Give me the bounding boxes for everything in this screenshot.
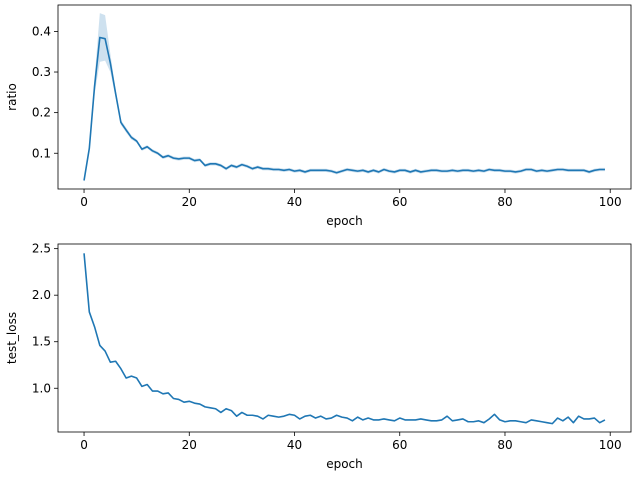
ratio-y-axis-label: ratio bbox=[5, 83, 19, 111]
test-loss-x-axis-label: epoch bbox=[326, 457, 363, 471]
test-loss-plot-frame bbox=[57, 243, 632, 433]
ratio-x-ticks: 0 20 40 60 80 100 bbox=[80, 189, 622, 209]
ratio-y-ticks: 0.1 0.2 0.3 0.4 bbox=[32, 24, 58, 160]
test-loss-y-tick-label: 2.0 bbox=[32, 288, 51, 302]
test-loss-x-tick-label: 80 bbox=[497, 438, 512, 452]
test-loss-y-ticks: 1.0 1.5 2.0 2.5 bbox=[32, 242, 58, 395]
ratio-x-tick-label: 80 bbox=[497, 195, 512, 209]
ratio-y-tick-label: 0.3 bbox=[32, 65, 51, 79]
ratio-plot-frame bbox=[57, 4, 632, 190]
ratio-x-tick-label: 20 bbox=[182, 195, 197, 209]
ratio-x-tick-label: 100 bbox=[599, 195, 622, 209]
ratio-y-tick-label: 0.4 bbox=[32, 24, 51, 38]
test-loss-x-tick-label: 60 bbox=[392, 438, 407, 452]
test-loss-plot: 0 20 40 60 80 100 1.0 1.5 2.0 2.5 epoch test_los… bbox=[5, 242, 632, 471]
ratio-y-tick-label: 0.1 bbox=[32, 146, 51, 160]
ratio-line-layer bbox=[83, 36, 605, 181]
test-loss-y-tick-label: 1.5 bbox=[32, 335, 51, 349]
test-loss-x-tick-label: 100 bbox=[599, 438, 622, 452]
ratio-x-tick-label: 0 bbox=[80, 195, 88, 209]
test-loss-x-tick-label: 40 bbox=[287, 438, 302, 452]
ratio-x-axis-label: epoch bbox=[326, 214, 363, 228]
ratio-x-tick-label: 60 bbox=[392, 195, 407, 209]
test-loss-line-layer bbox=[83, 253, 606, 425]
ratio-x-tick-label: 40 bbox=[287, 195, 302, 209]
ratio-series-line bbox=[83, 36, 605, 181]
ratio-plot: 0 20 40 60 80 100 0.1 0.2 0.3 0.4 epoch ratio bbox=[5, 4, 632, 228]
ratio-y-tick-label: 0.2 bbox=[32, 106, 51, 120]
test-loss-x-ticks: 0 20 40 60 80 100 bbox=[80, 432, 622, 452]
test-loss-y-axis-label: test_loss bbox=[5, 312, 19, 364]
test-loss-y-tick-label: 2.5 bbox=[32, 242, 51, 256]
test-loss-series-line bbox=[83, 253, 606, 425]
test-loss-x-tick-label: 20 bbox=[182, 438, 197, 452]
test-loss-x-tick-label: 0 bbox=[80, 438, 88, 452]
test-loss-y-tick-label: 1.0 bbox=[32, 381, 51, 395]
